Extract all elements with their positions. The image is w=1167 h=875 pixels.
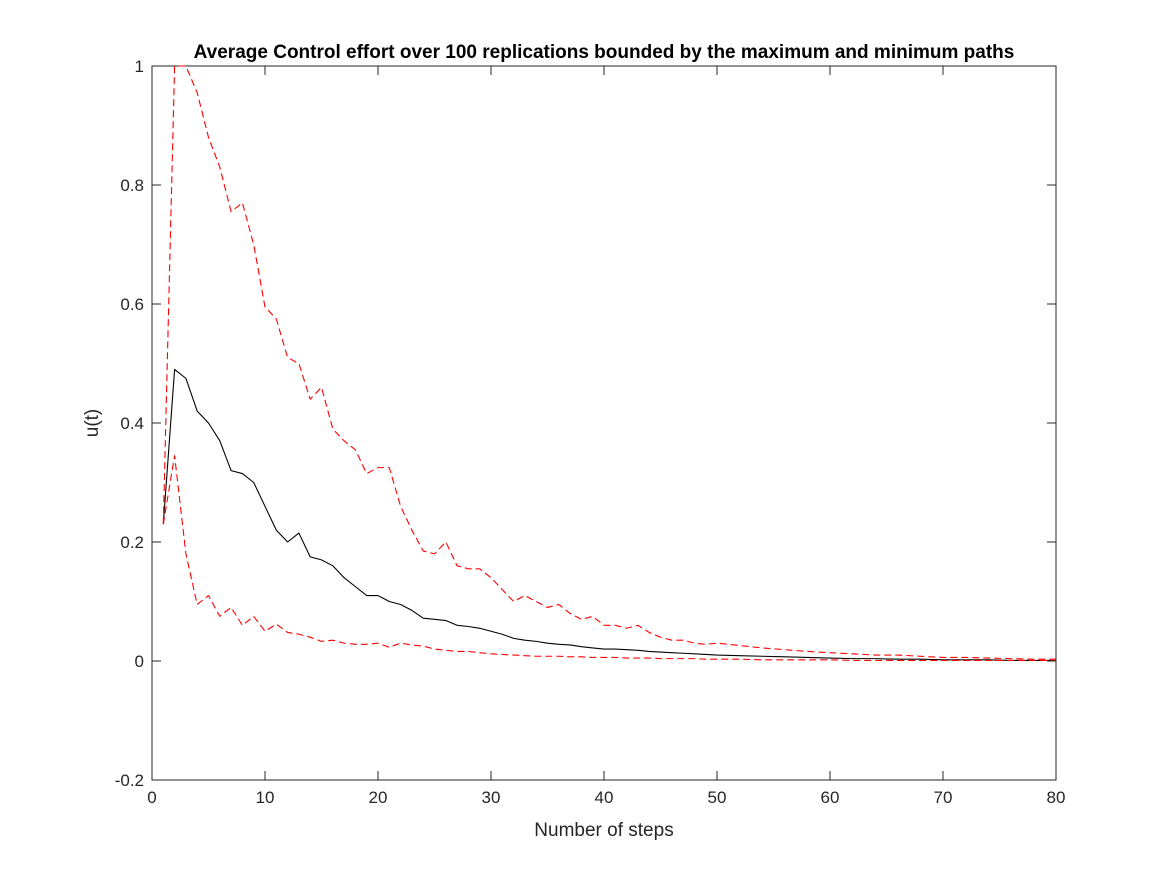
y-tick-label: -0.2 bbox=[115, 771, 144, 790]
x-tick-label: 10 bbox=[256, 788, 275, 807]
tick-layer: 0 10 20 30 40 50 60 70 80-0.200.20.40.60.81 bbox=[115, 57, 1066, 807]
series-layer bbox=[162, 65, 1056, 661]
chart-title: Average Control effort over 100 replicat… bbox=[194, 42, 1015, 63]
y-tick-label: 0.4 bbox=[120, 414, 144, 433]
y-tick-label: 0 bbox=[135, 652, 144, 671]
x-tick-label: 50 bbox=[708, 788, 727, 807]
axes-box bbox=[151, 65, 1057, 781]
series-line-maximum bbox=[162, 65, 1056, 660]
y-tick-label: 0.2 bbox=[120, 533, 144, 552]
x-tick-label: 80 bbox=[1047, 788, 1066, 807]
plot-area: 0 10 20 30 40 50 60 70 80-0.200.20.40.60.81 bbox=[115, 57, 1066, 807]
x-tick-label: 40 bbox=[595, 788, 614, 807]
series-line-minimum bbox=[162, 455, 1056, 661]
series-line-average bbox=[162, 368, 1056, 661]
x-tick-label: 70 bbox=[934, 788, 953, 807]
x-tick-label: 20 bbox=[369, 788, 388, 807]
x-axis-label: Number of steps bbox=[534, 820, 673, 841]
y-tick-label: 0.8 bbox=[120, 176, 144, 195]
y-tick-label: 1 bbox=[135, 57, 144, 76]
x-tick-label: 60 bbox=[821, 788, 840, 807]
x-tick-label: 30 bbox=[482, 788, 501, 807]
x-tick-label: 0 bbox=[147, 788, 156, 807]
y-axis-label: u(t) bbox=[82, 409, 103, 438]
y-tick-label: 0.6 bbox=[120, 295, 144, 314]
